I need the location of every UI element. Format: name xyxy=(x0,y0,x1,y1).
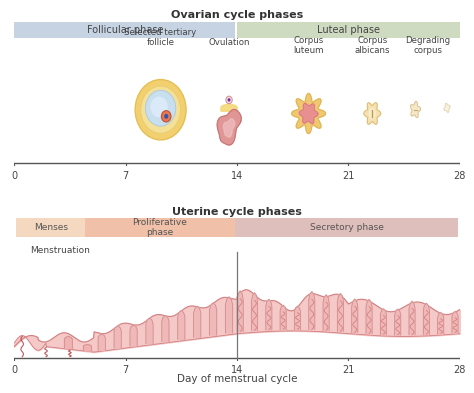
Polygon shape xyxy=(217,110,241,145)
Polygon shape xyxy=(299,103,318,123)
Polygon shape xyxy=(252,293,257,331)
Polygon shape xyxy=(337,294,344,331)
Text: 28: 28 xyxy=(454,171,466,181)
Polygon shape xyxy=(410,101,420,118)
Polygon shape xyxy=(98,334,105,350)
Text: Uterine cycle phases: Uterine cycle phases xyxy=(172,207,302,217)
Polygon shape xyxy=(178,310,185,340)
Text: 7: 7 xyxy=(122,171,129,181)
Polygon shape xyxy=(210,303,217,335)
Polygon shape xyxy=(64,336,73,349)
Polygon shape xyxy=(438,312,444,334)
Text: 14: 14 xyxy=(231,365,243,375)
Text: Corpus
albicans: Corpus albicans xyxy=(355,36,390,55)
Polygon shape xyxy=(309,292,315,329)
Polygon shape xyxy=(114,326,121,348)
Polygon shape xyxy=(294,306,301,330)
Circle shape xyxy=(226,96,232,104)
Polygon shape xyxy=(369,108,375,119)
Polygon shape xyxy=(162,316,169,342)
Polygon shape xyxy=(194,306,201,337)
Text: Menses: Menses xyxy=(34,223,68,232)
Polygon shape xyxy=(237,291,243,331)
Text: Secretory phase: Secretory phase xyxy=(310,223,384,232)
Text: Ovarian cycle phases: Ovarian cycle phases xyxy=(171,10,303,20)
Text: 28: 28 xyxy=(454,365,466,375)
Polygon shape xyxy=(323,295,329,330)
Text: Day of menstrual cycle: Day of menstrual cycle xyxy=(177,374,297,384)
Polygon shape xyxy=(444,103,450,112)
Polygon shape xyxy=(292,94,326,134)
Polygon shape xyxy=(146,318,153,344)
Circle shape xyxy=(146,90,176,126)
Polygon shape xyxy=(409,301,415,335)
Polygon shape xyxy=(366,299,372,334)
Circle shape xyxy=(164,114,168,119)
Polygon shape xyxy=(223,119,235,137)
Circle shape xyxy=(228,98,230,102)
Text: Proliferative
phase: Proliferative phase xyxy=(133,218,187,237)
Circle shape xyxy=(150,97,168,117)
Bar xyxy=(237,22,460,38)
Bar xyxy=(84,218,236,237)
Text: Menstruation: Menstruation xyxy=(30,246,90,255)
Polygon shape xyxy=(352,299,358,332)
Text: Luteal phase: Luteal phase xyxy=(317,25,380,35)
Text: 21: 21 xyxy=(342,171,355,181)
Polygon shape xyxy=(395,309,401,335)
Text: 7: 7 xyxy=(122,365,129,375)
Bar xyxy=(16,218,84,237)
Text: 0: 0 xyxy=(11,365,17,375)
Polygon shape xyxy=(226,297,233,333)
Polygon shape xyxy=(266,299,272,330)
Polygon shape xyxy=(130,325,137,346)
Text: Follicular phase: Follicular phase xyxy=(87,25,164,35)
Text: Corpus
luteum: Corpus luteum xyxy=(293,36,324,55)
Circle shape xyxy=(141,86,181,133)
Text: 0: 0 xyxy=(11,171,17,181)
Circle shape xyxy=(135,79,186,140)
Text: Degrading
corpus: Degrading corpus xyxy=(405,36,450,55)
Bar xyxy=(236,218,458,237)
Text: Selected tertiary
follicle: Selected tertiary follicle xyxy=(125,28,197,48)
Polygon shape xyxy=(380,309,386,335)
Polygon shape xyxy=(364,103,381,124)
Text: Ovulation: Ovulation xyxy=(208,39,250,48)
Polygon shape xyxy=(280,305,286,330)
Circle shape xyxy=(162,111,171,122)
Polygon shape xyxy=(221,105,237,111)
Text: 14: 14 xyxy=(231,171,243,181)
Text: 21: 21 xyxy=(342,365,355,375)
Bar xyxy=(14,22,236,38)
Polygon shape xyxy=(83,345,91,351)
Polygon shape xyxy=(452,312,458,333)
Polygon shape xyxy=(423,303,429,334)
